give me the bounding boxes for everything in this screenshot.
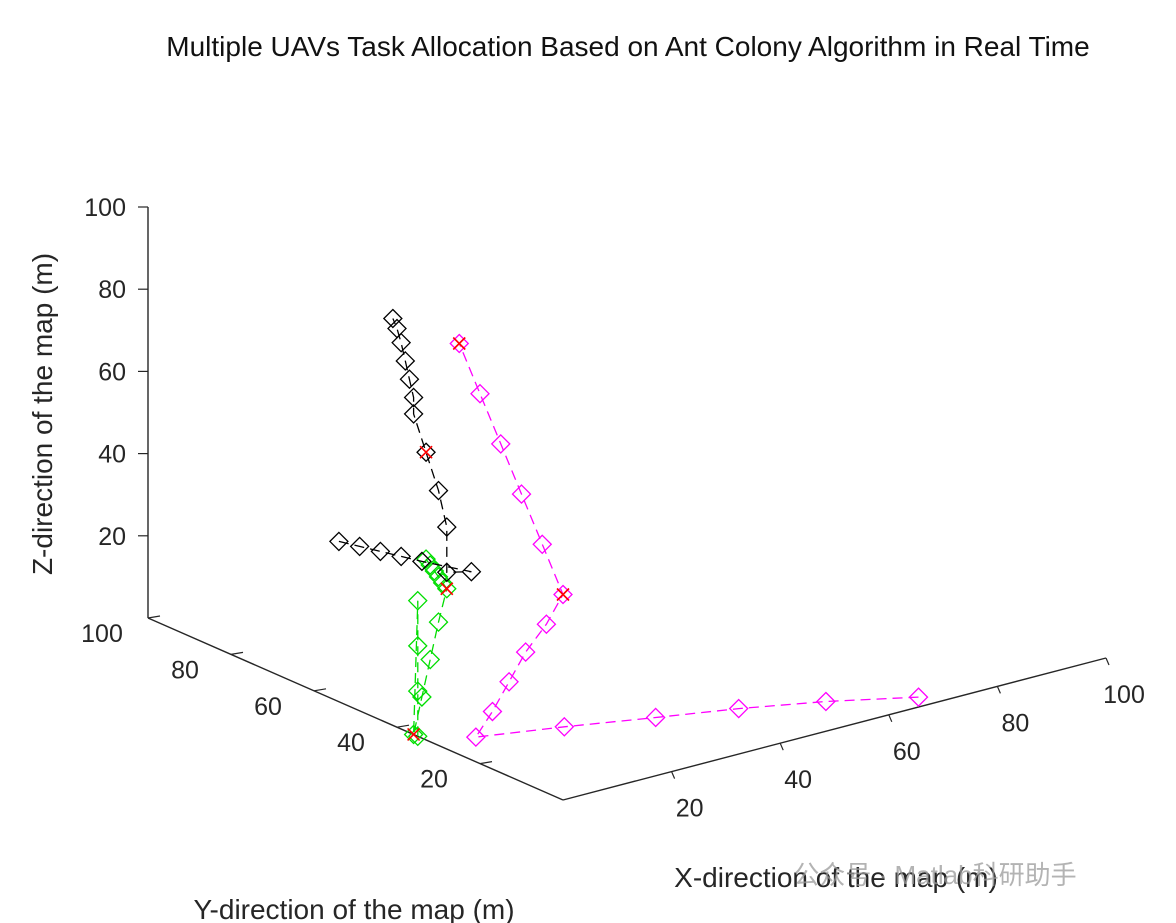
y-tick-label: 20 [420,766,448,794]
series-2-diamond-point [395,351,416,371]
task-point-marker [407,727,421,742]
series-2-diamond-point [399,369,420,390]
task-point-stroke [419,445,433,459]
series-2-diamond-point [411,551,432,572]
series-2-diamond-point [382,308,403,329]
series-1-diamond-point [428,612,449,633]
x-tick [779,742,784,751]
series-1-diamond-point [407,635,428,656]
x-tick [996,686,1001,694]
series-2-diamond-point [416,442,436,463]
series-0-diamond-point [449,333,470,354]
y-tick-label: 40 [337,729,365,757]
x-tick-label: 80 [1001,709,1029,737]
y-axis-label: Y-direction of the map (m) [193,894,514,923]
series-0-diamond-point [515,642,536,663]
series-0-diamond-point [536,614,557,635]
y-tick [313,688,327,692]
x-tick-label: 40 [784,766,812,794]
z-tick-label: 100 [84,194,126,222]
series-0-diamond-point [554,716,575,737]
series-2-diamond-point [403,387,424,408]
series-0-diamond-point [728,698,749,719]
x-tick [888,714,893,723]
series-1-diamond-point [428,566,449,587]
z-tick-label: 20 [98,523,126,551]
x-tick [671,771,676,779]
y-axis-line [147,617,564,801]
task-point-marker [419,445,433,459]
chart-title: Multiple UAVs Task Allocation Based on A… [166,31,1089,62]
series-1-diamond-point [411,687,432,707]
task-point-marker [452,336,466,351]
series-2-diamond-point [328,531,349,552]
y-tick-label: 100 [81,620,123,648]
series-1-diamond-point [424,561,445,581]
series-1-diamond-point [407,681,428,702]
series-2-diamond-point [436,562,457,583]
y-tick [230,651,244,655]
task-point-stroke [452,336,466,351]
z-tick-label: 60 [98,358,126,386]
x-tick-label: 20 [676,795,704,823]
series-0-diamond-point [532,534,553,555]
series-0-diamond-point [908,687,929,708]
x-tick-label: 60 [893,738,921,766]
task-point-stroke [440,582,454,596]
x-axis-line [562,657,1107,801]
z-tick-label: 40 [98,441,126,469]
task-point-stroke [407,727,421,742]
watermark: 公众号 · Matlab科研助手 [793,860,1076,890]
series-1-diamond-point [407,590,428,611]
series-0-diamond-point [645,707,666,728]
series-0-diamond-point [470,383,490,404]
series-1-path [412,558,448,737]
series-2-diamond-point [387,318,407,339]
z-axis-label: Z-direction of the map (m) [27,253,58,575]
series-2-path [338,318,472,573]
uav-paths [328,308,929,748]
series-2-diamond-point [436,517,457,538]
y-tick [479,761,493,765]
task-point-marker [556,587,570,602]
series-2-diamond-point [370,541,391,562]
series-0-path [458,343,919,738]
series-2-diamond-point [428,480,449,501]
series-1-diamond-point [416,549,436,570]
series-0-diamond-point [553,584,573,605]
series-0-diamond-point [511,484,532,505]
series-0-diamond-point [482,701,503,722]
x-tick [1105,657,1110,666]
y-tick-label: 80 [171,656,199,684]
series-2-diamond-point [391,332,412,353]
series-0-diamond-point [499,671,519,692]
series-0-diamond-point [815,691,836,712]
y-tick-label: 60 [254,693,282,721]
x-axis-label: X-direction of the map (m) [674,862,998,893]
series-0-diamond-point [465,727,486,748]
series-1-diamond-point [403,724,424,745]
axes-frame [147,207,1107,801]
task-point-marker [440,582,454,596]
task-point-stroke [556,587,570,602]
series-2-diamond-point [349,536,370,557]
y-tick [396,724,410,728]
z-tick-label: 80 [98,276,126,304]
series-2-diamond-point [461,561,482,582]
x-tick-label: 100 [1103,681,1145,709]
series-2-diamond-point [403,403,424,424]
series-1-diamond-point [436,578,457,599]
series-2-diamond-point [391,546,412,567]
series-0-diamond-point [490,433,511,454]
y-tick [147,615,161,619]
tick-marks: 20 40 60 80 100 20 40 60 80 100 20 40 60 80 100 [81,194,1145,823]
series-1-diamond-point [420,649,441,670]
